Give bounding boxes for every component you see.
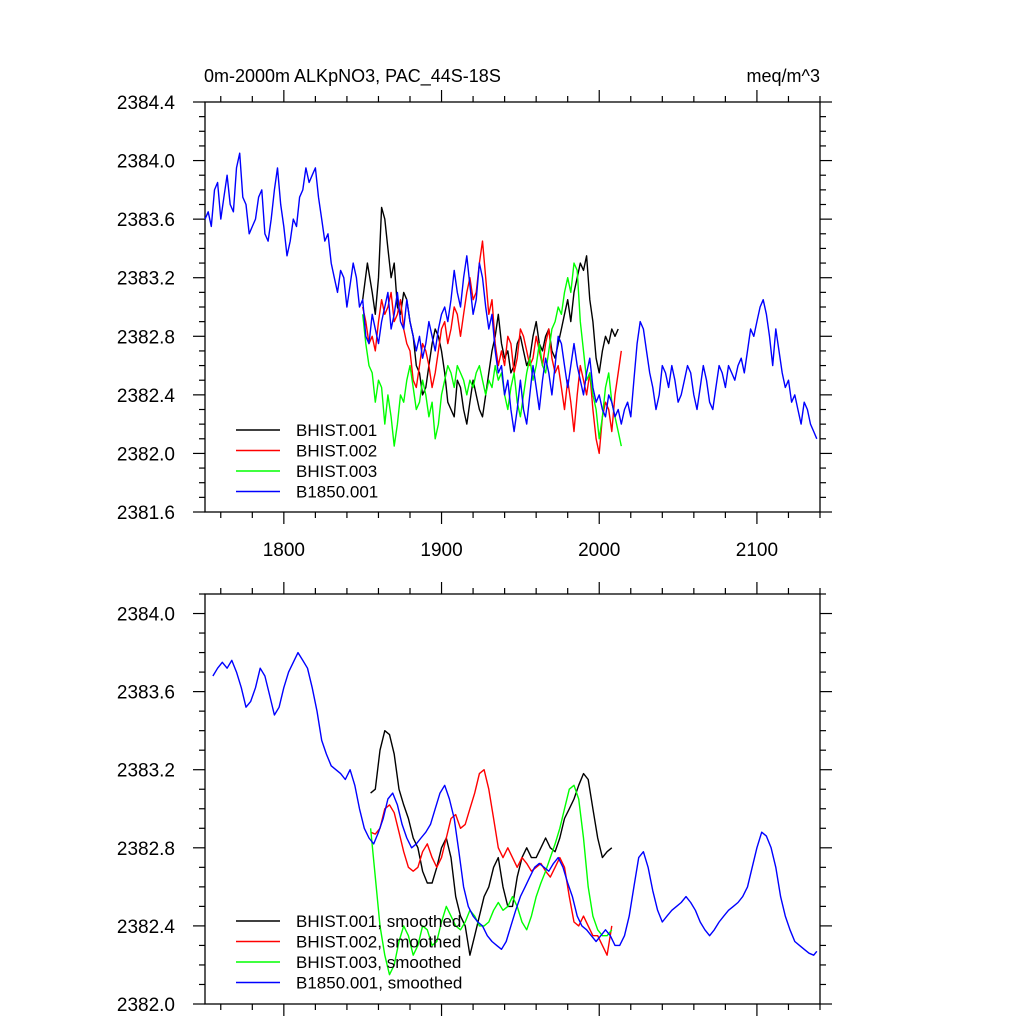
bottom-ytick-label: 2382.0 (117, 995, 175, 1016)
top-ytick-label: 2383.6 (117, 210, 175, 231)
bottom-series-group (212, 651, 818, 976)
series-line-b1850-001-smoothed (212, 651, 818, 956)
top-ytick-label: 2382.8 (117, 327, 175, 348)
legend-label: B1850.001 (296, 483, 378, 502)
top-ytick-label: 2384.4 (117, 93, 176, 114)
top-axis-ticks: 2381.6 2382.0 2382.4 2382.8 2383.2 2383.6 2384… (117, 90, 832, 561)
top-xtick-label: 2000 (578, 540, 620, 561)
top-series-group (204, 152, 818, 455)
bottom-axis-ticks: 2382.0 2382.4 2382.8 2383.2 2383.6 2384.0 (117, 582, 832, 1016)
legend-label: BHIST.002, smoothed (296, 933, 461, 952)
series-line-bhist-002 (362, 240, 622, 455)
top-xtick-label: 2100 (736, 540, 778, 561)
top-ytick-label: 2384.0 (117, 152, 175, 173)
legend-label: B1850.001, smoothed (296, 974, 462, 993)
bottom-plot-frame (204, 593, 821, 1005)
legend-label: BHIST.003, smoothed (296, 953, 461, 972)
series-line-bhist-003 (362, 262, 622, 447)
top-ytick-label: 2382.0 (117, 444, 175, 465)
top-ytick-label: 2383.2 (117, 269, 175, 290)
top-ytick-label: 2382.4 (117, 386, 176, 407)
legend-label: BHIST.003 (296, 462, 377, 481)
bottom-ytick-label: 2382.8 (117, 839, 175, 860)
bottom-ytick-label: 2384.0 (117, 605, 175, 626)
bottom-ytick-label: 2383.6 (117, 683, 175, 704)
legend-label: BHIST.001, smoothed (296, 912, 461, 931)
series-line-b1850-001 (204, 152, 818, 440)
legend-label: BHIST.002 (296, 442, 377, 461)
series-line-bhist-002-smoothed (370, 769, 613, 956)
bottom-ytick-label: 2382.4 (117, 917, 176, 938)
units-label: meq/m^3 (747, 66, 820, 86)
bottom-legend: BHIST.001, smoothed BHIST.002, smoothedBH… (236, 912, 462, 993)
series-line-bhist-001-smoothed (370, 730, 613, 956)
bottom-ytick-label: 2383.2 (117, 761, 175, 782)
legend-label: BHIST.001 (296, 421, 377, 440)
chart-title: 0m-2000m ALKpNO3, PAC_44S-18S (204, 66, 501, 87)
top-xtick-label: 1900 (420, 540, 462, 561)
top-ytick-label: 2381.6 (117, 503, 175, 524)
top-xtick-label: 1800 (263, 540, 305, 561)
series-line-bhist-003-smoothed (369, 784, 613, 976)
